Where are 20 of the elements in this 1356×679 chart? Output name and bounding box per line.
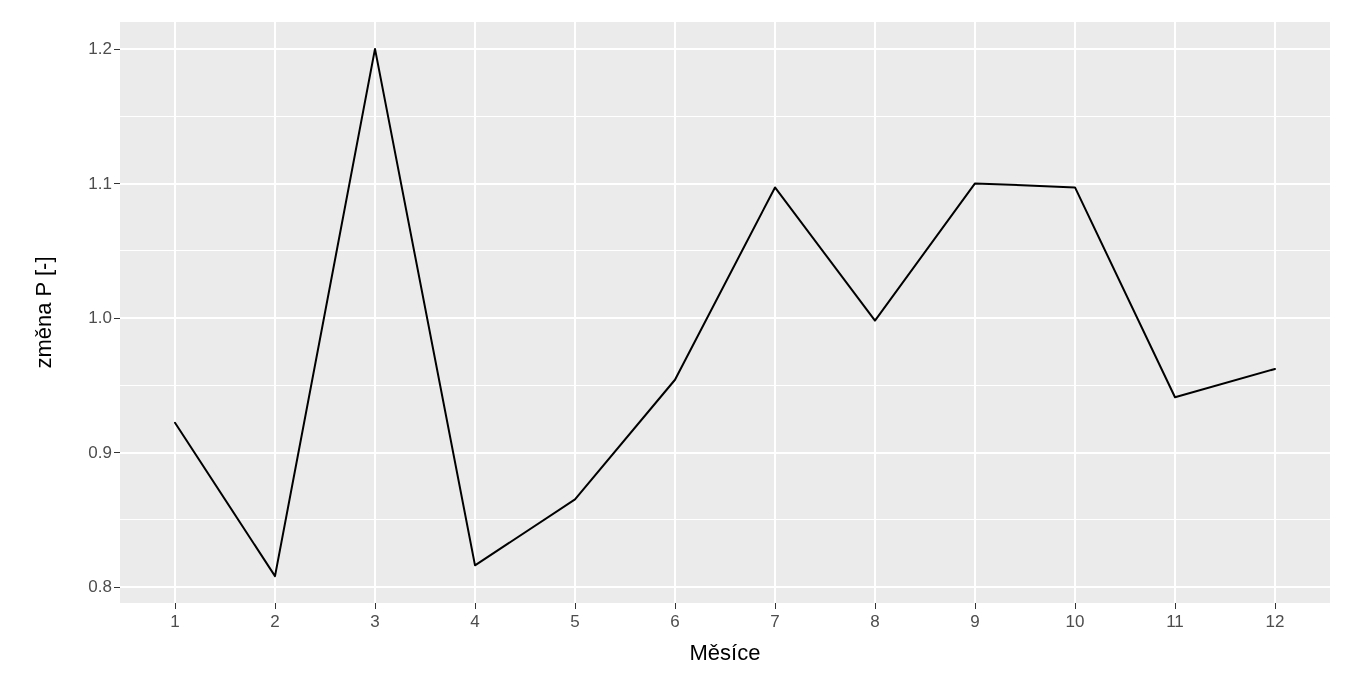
x-tick-label: 10 — [1065, 612, 1085, 631]
y-tick-label: 1.1 — [88, 173, 112, 193]
x-tick-label: 1 — [170, 612, 180, 631]
x-tick-label: 5 — [570, 612, 580, 631]
y-tick-label: 0.8 — [88, 577, 112, 597]
x-tick-label: 11 — [1166, 612, 1184, 631]
x-tick-label: 3 — [370, 612, 380, 631]
line-series — [174, 47, 1276, 578]
x-tick-label: 2 — [270, 612, 280, 631]
y-tick-label: 1.2 — [88, 39, 112, 59]
x-tick-label: 8 — [870, 612, 880, 631]
x-axis-title: Měsíce — [689, 639, 761, 665]
x-tick-label: 9 — [970, 612, 980, 631]
x-tick-label: 12 — [1265, 612, 1285, 631]
x-tick-label: 4 — [470, 612, 480, 631]
y-tick-label: 1.0 — [88, 308, 112, 328]
x-tick-label: 7 — [770, 612, 780, 631]
y-tick-label: 0.9 — [88, 442, 112, 462]
y-axis-title: změna P [-] — [30, 256, 56, 369]
x-tick-label: 6 — [670, 612, 680, 631]
